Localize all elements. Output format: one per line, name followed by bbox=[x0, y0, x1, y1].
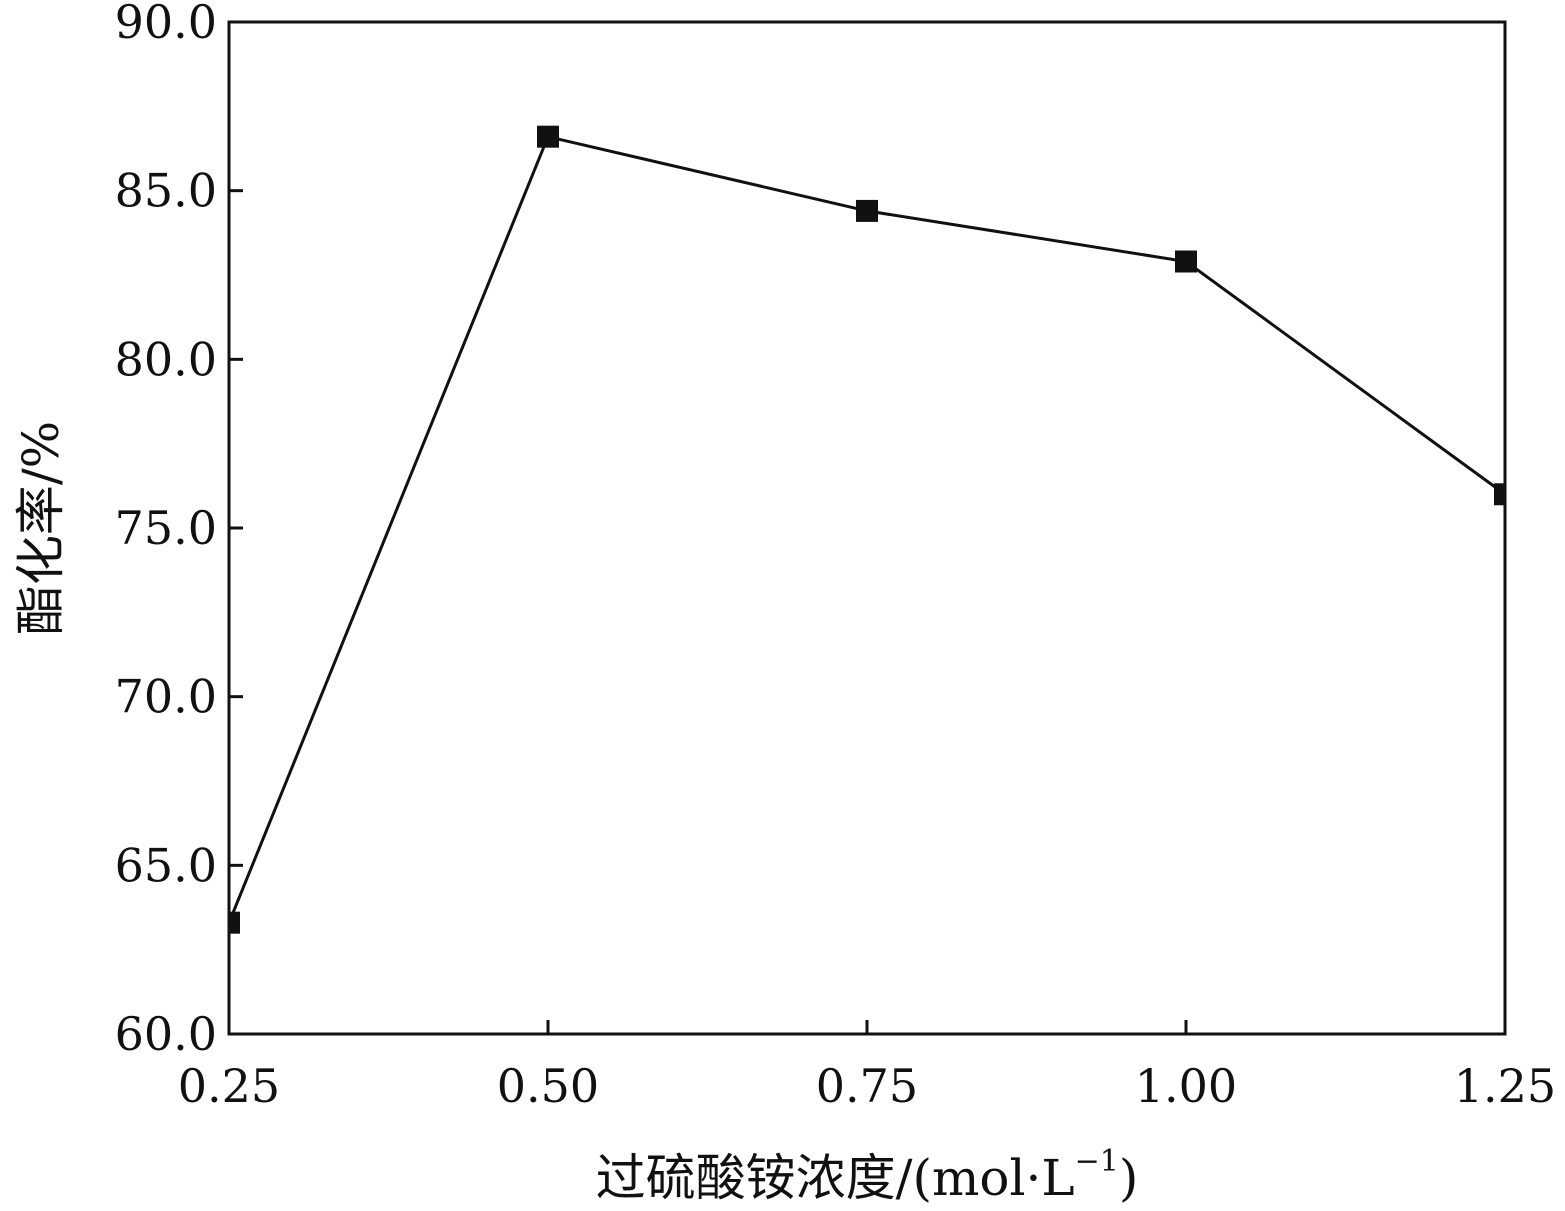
x-axis-label-close: ) bbox=[1119, 1149, 1139, 1207]
plot-frame bbox=[227, 20, 1507, 1036]
x-tick-label: 1.25 bbox=[1454, 1059, 1556, 1113]
data-point bbox=[856, 199, 878, 222]
x-axis-label-superscript: −1 bbox=[1075, 1144, 1119, 1179]
data-point bbox=[229, 911, 240, 934]
series-markers bbox=[229, 125, 1505, 934]
data-point bbox=[1175, 250, 1197, 273]
x-tick-label: 0.50 bbox=[497, 1059, 599, 1113]
x-axis-label: 过硫酸铵浓度/(mol·L−1) bbox=[596, 1144, 1139, 1207]
data-point bbox=[1494, 483, 1505, 506]
x-axis-label-main: 过硫酸铵浓度/(mol·L bbox=[596, 1149, 1075, 1207]
x-tick-labels: 0.25 0.50 0.75 1.00 1.25 bbox=[178, 1059, 1556, 1113]
x-tick-label: 1.00 bbox=[1135, 1059, 1237, 1113]
series-line bbox=[227, 134, 1506, 924]
y-tick-label: 65.0 bbox=[115, 838, 217, 892]
y-tick-label: 85.0 bbox=[115, 164, 217, 218]
y-tick-labels: 60.0 65.0 70.0 75.0 80.0 85.0 90.0 bbox=[115, 0, 217, 1061]
x-tick-label: 0.25 bbox=[178, 1059, 280, 1113]
data-point bbox=[537, 125, 559, 148]
y-axis-label: 酯化率/% bbox=[12, 421, 70, 635]
y-tick-label: 75.0 bbox=[115, 501, 217, 555]
y-tick-label: 60.0 bbox=[115, 1007, 217, 1061]
axis-ticks bbox=[227, 20, 1507, 1036]
x-tick-label: 0.75 bbox=[816, 1059, 918, 1113]
y-tick-label: 90.0 bbox=[115, 0, 217, 49]
y-tick-label: 70.0 bbox=[115, 670, 217, 724]
y-tick-label: 80.0 bbox=[115, 332, 217, 386]
